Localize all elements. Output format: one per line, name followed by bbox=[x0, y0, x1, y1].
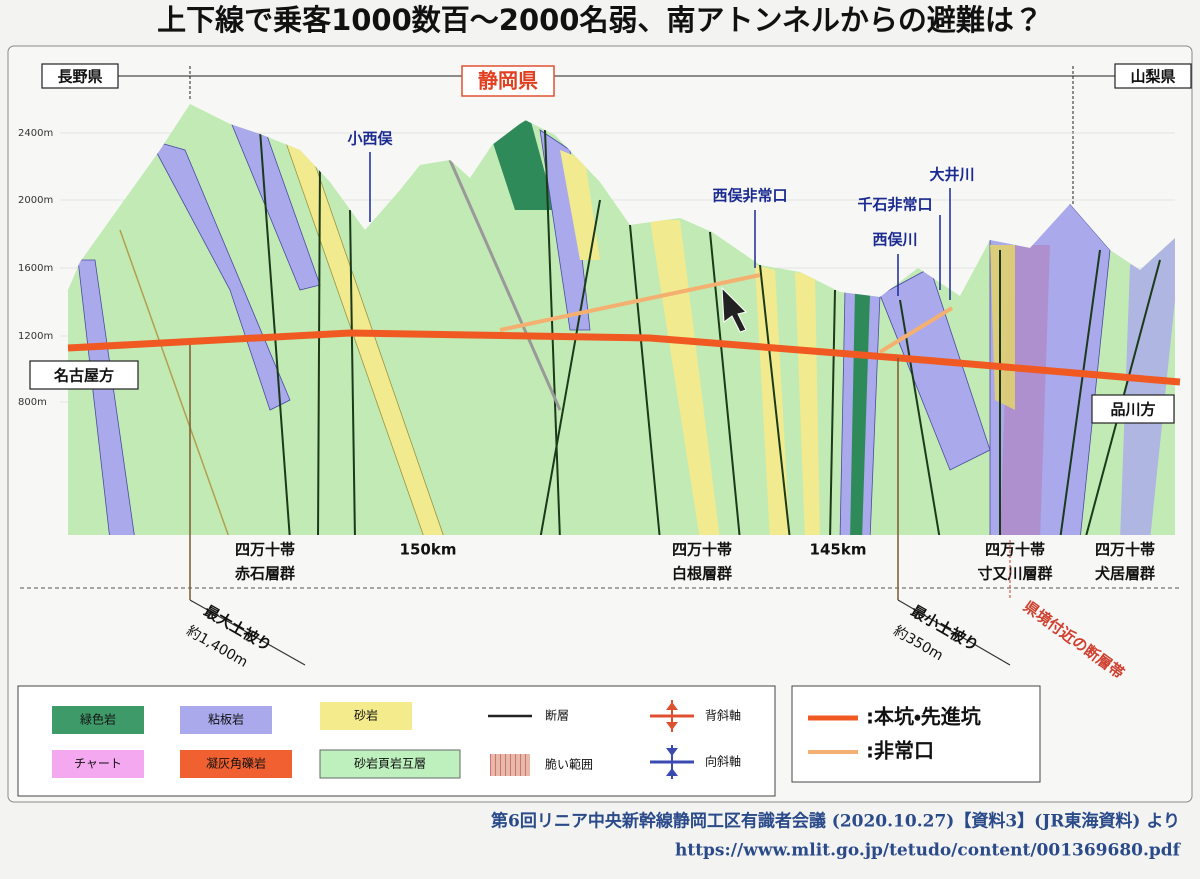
shape-polygon bbox=[539, 129, 591, 331]
prefecture: 長野県 bbox=[57, 68, 102, 86]
source: 第6回リニア中央新幹線静岡工区有識者会議 (2020.10.27)【資料3】(J… bbox=[490, 811, 1180, 832]
shape-polygon bbox=[77, 259, 136, 535]
place-label: 西俣川 bbox=[872, 231, 917, 249]
shape-polygon bbox=[1120, 238, 1175, 535]
shape-line bbox=[629, 224, 661, 535]
shape-path bbox=[666, 702, 678, 730]
formations: 四万十帯 赤石層群 四万十帯 白根層群 四万十帯 寸又川層群 四万十帯 犬居層群 bbox=[234, 541, 1155, 583]
legend-label: 緑色岩 bbox=[80, 712, 116, 727]
shape-polygon bbox=[560, 150, 600, 260]
emergency-tunnel bbox=[499, 273, 761, 332]
shape-line bbox=[829, 289, 836, 535]
shape-polygon bbox=[650, 220, 720, 535]
place-label: 西俣非常口 bbox=[712, 187, 787, 205]
elevation-label: 1600m bbox=[18, 263, 53, 274]
formation-label: 寸又川層群 bbox=[977, 565, 1052, 583]
shape-rect bbox=[461, 65, 555, 97]
shape-line bbox=[897, 599, 1011, 666]
legend-label: 背斜軸 bbox=[705, 708, 741, 723]
place-label: 小西俣 bbox=[347, 130, 393, 148]
shape-line bbox=[448, 159, 562, 411]
formation-label: 白根層群 bbox=[672, 565, 732, 583]
distance-label: 150km bbox=[400, 541, 457, 559]
legend-label: チャート bbox=[74, 757, 122, 771]
shape-rect bbox=[180, 750, 292, 778]
place-label: 大井川 bbox=[929, 166, 974, 184]
place-label: 千石非常口 bbox=[857, 196, 932, 214]
shape-rect bbox=[1114, 63, 1192, 89]
shape-line bbox=[759, 264, 791, 535]
shape-line bbox=[349, 209, 356, 535]
shape-rect bbox=[180, 706, 272, 734]
shape-rect bbox=[490, 754, 530, 776]
formation-label: 四万十帯 bbox=[672, 541, 732, 559]
legend-label: 砂岩頁岩互層 bbox=[354, 756, 426, 771]
shape-rect bbox=[791, 685, 1041, 783]
title: 上下線で乗客1000数百～2000名弱、南アトンネルからの避難は？ bbox=[157, 3, 1043, 37]
direction-label: 名古屋方 bbox=[53, 367, 114, 385]
shape-rect bbox=[41, 63, 119, 89]
legend-label: 凝灰角礫岩 bbox=[206, 756, 266, 771]
formation-label: 四万十帯 bbox=[235, 541, 295, 559]
direction-label: 品川方 bbox=[1110, 401, 1155, 419]
shape-line bbox=[189, 599, 306, 666]
main-tunnel bbox=[67, 329, 1181, 386]
shape-polygon bbox=[492, 118, 555, 210]
place-labels: 小西俣 西俣非常口 千石非常口 大井川 西俣川 bbox=[347, 130, 975, 300]
shape-rect bbox=[52, 706, 144, 734]
shape-line bbox=[317, 159, 321, 535]
shape-line bbox=[1059, 249, 1101, 535]
legend-label: 断層 bbox=[545, 709, 569, 723]
shape-rect bbox=[29, 360, 139, 390]
shape-line bbox=[539, 199, 601, 535]
elevation-label: 1200m bbox=[18, 331, 53, 342]
elevation-label: 800m bbox=[18, 397, 47, 408]
legend-label: 砂岩 bbox=[354, 708, 378, 723]
formation-label: 四万十帯 bbox=[985, 541, 1045, 559]
legend-label: 向斜軸 bbox=[705, 754, 741, 769]
formation-label: 犬居層群 bbox=[1095, 565, 1155, 583]
legend-label: :本坑・先進坑 bbox=[866, 705, 981, 729]
prefecture: 山梨県 bbox=[1130, 68, 1175, 86]
shape-polygon bbox=[795, 272, 820, 535]
shape-polygon bbox=[755, 265, 790, 535]
tunnel-legend: :本坑・先進坑 :非常口 bbox=[791, 685, 1041, 783]
legend-label: 粘板岩 bbox=[208, 712, 244, 727]
distance-label: 145km bbox=[810, 541, 867, 559]
cursor bbox=[721, 286, 747, 333]
legend: 緑色岩 粘板岩 砂岩 チャート 凝灰角礫岩 砂岩頁岩互層 断層 背斜軸 脆い範囲… bbox=[17, 685, 776, 797]
formation-label: 赤石層群 bbox=[234, 565, 295, 583]
shape-rect bbox=[320, 702, 412, 730]
legend-label: :非常口 bbox=[866, 739, 934, 763]
prefecture-header: 長野県 静岡県 山梨県 bbox=[41, 63, 1192, 205]
shape-g bbox=[259, 129, 1161, 535]
shape-rect bbox=[319, 749, 461, 779]
source-url: https://www.mlit.go.jp/tetudo/content/00… bbox=[675, 841, 1182, 861]
elevation-label: 2400m bbox=[18, 128, 53, 139]
elevation-label: 2000m bbox=[18, 195, 53, 206]
legend-label: 脆い範囲 bbox=[545, 757, 593, 772]
shape-line bbox=[119, 229, 231, 535]
shape-line bbox=[899, 299, 941, 535]
shape-rect bbox=[1091, 394, 1175, 424]
shape-rect bbox=[52, 750, 144, 778]
formation-label: 四万十帯 bbox=[1095, 541, 1155, 559]
prefecture: 静岡県 bbox=[478, 69, 538, 93]
emergency-tunnel bbox=[878, 306, 954, 354]
